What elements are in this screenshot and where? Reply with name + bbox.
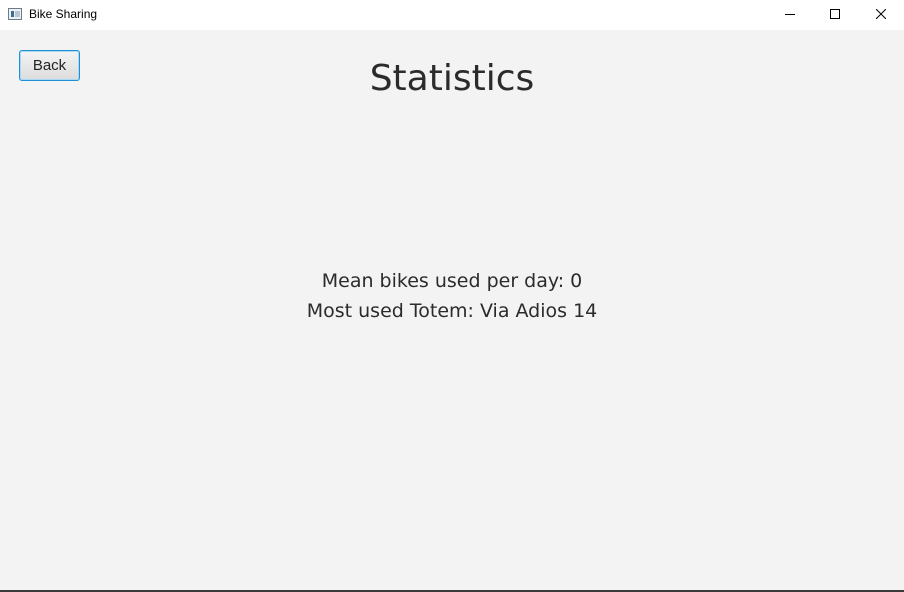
minimize-icon: [785, 14, 795, 15]
app-icon: [8, 8, 22, 20]
window-bottom-border: [0, 590, 904, 592]
maximize-button[interactable]: [812, 0, 858, 30]
window-title: Bike Sharing: [29, 7, 98, 21]
maximize-icon: [830, 9, 840, 19]
close-icon: [876, 9, 886, 19]
back-button[interactable]: Back: [19, 50, 80, 81]
minimize-button[interactable]: [767, 0, 813, 30]
title-bar[interactable]: Bike Sharing: [0, 0, 904, 30]
page-title: Statistics: [369, 58, 535, 99]
most-used-totem-label: Most used Totem: Via Adios 14: [306, 300, 598, 322]
close-button[interactable]: [858, 0, 904, 30]
mean-bikes-per-day-label: Mean bikes used per day: 0: [321, 270, 583, 292]
